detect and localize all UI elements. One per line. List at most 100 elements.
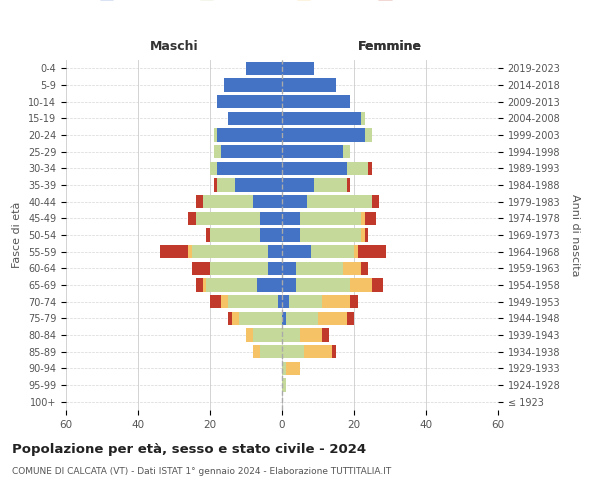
Bar — [289, 295, 322, 308]
Bar — [278, 295, 282, 308]
Bar — [300, 212, 361, 225]
Bar — [368, 162, 372, 175]
Bar — [228, 112, 282, 125]
Bar — [217, 162, 282, 175]
Bar — [282, 112, 361, 125]
Text: COMUNE DI CALCATA (VT) - Dati ISTAT 1° gennaio 2024 - Elaborazione TUTTITALIA.IT: COMUNE DI CALCATA (VT) - Dati ISTAT 1° g… — [12, 468, 391, 476]
Text: Popolazione per età, sesso e stato civile - 2024: Popolazione per età, sesso e stato civil… — [12, 442, 366, 456]
Bar — [282, 262, 296, 275]
Bar — [322, 328, 329, 342]
Bar — [282, 95, 350, 108]
Bar — [210, 162, 217, 175]
Bar — [217, 95, 282, 108]
Bar — [253, 195, 282, 208]
Bar — [217, 178, 235, 192]
Bar — [361, 212, 365, 225]
Bar — [188, 212, 196, 225]
Bar — [224, 78, 282, 92]
Bar — [260, 345, 282, 358]
Bar — [296, 278, 350, 291]
Bar — [372, 278, 383, 291]
Bar — [350, 295, 358, 308]
Bar — [196, 195, 203, 208]
Bar — [282, 378, 286, 392]
Text: Femmine: Femmine — [358, 40, 422, 52]
Bar — [196, 212, 260, 225]
Bar — [246, 62, 282, 75]
Bar — [221, 145, 282, 158]
Bar — [286, 312, 318, 325]
Bar — [354, 245, 358, 258]
Bar — [228, 295, 278, 308]
Bar — [282, 362, 286, 375]
Bar — [282, 178, 314, 192]
Bar — [214, 128, 217, 141]
Bar — [282, 228, 300, 241]
Bar — [361, 112, 365, 125]
Bar — [246, 328, 253, 342]
Bar — [282, 278, 296, 291]
Bar — [221, 295, 228, 308]
Bar — [307, 195, 372, 208]
Bar — [332, 345, 336, 358]
Bar — [196, 278, 203, 291]
Bar — [268, 262, 282, 275]
Bar — [282, 295, 289, 308]
Bar — [214, 178, 217, 192]
Text: Maschi: Maschi — [149, 40, 199, 52]
Bar — [260, 228, 282, 241]
Bar — [286, 362, 300, 375]
Bar — [253, 328, 282, 342]
Bar — [282, 245, 311, 258]
Bar — [282, 328, 300, 342]
Bar — [232, 312, 239, 325]
Bar — [282, 62, 314, 75]
Bar — [203, 195, 253, 208]
Bar — [210, 295, 221, 308]
Bar — [300, 228, 361, 241]
Bar — [347, 312, 354, 325]
Bar — [282, 312, 286, 325]
Bar — [188, 245, 192, 258]
Bar — [192, 262, 210, 275]
Bar — [206, 228, 210, 241]
Bar — [347, 178, 350, 192]
Bar — [322, 295, 350, 308]
Bar — [358, 245, 386, 258]
Bar — [239, 312, 282, 325]
Y-axis label: Fasce di età: Fasce di età — [13, 202, 22, 268]
Bar — [365, 228, 368, 241]
Bar — [365, 128, 372, 141]
Bar — [214, 145, 221, 158]
Bar — [343, 262, 361, 275]
Bar — [296, 262, 343, 275]
Bar — [282, 195, 307, 208]
Bar — [253, 345, 260, 358]
Bar — [282, 212, 300, 225]
Bar — [314, 178, 347, 192]
Bar — [350, 278, 372, 291]
Bar — [347, 162, 368, 175]
Bar — [260, 212, 282, 225]
Bar — [210, 228, 260, 241]
Bar — [343, 145, 350, 158]
Bar — [282, 128, 365, 141]
Text: Femmine: Femmine — [358, 40, 422, 53]
Bar — [160, 245, 188, 258]
Bar — [282, 145, 343, 158]
Bar — [206, 278, 257, 291]
Bar — [282, 162, 347, 175]
Bar — [372, 195, 379, 208]
Bar — [268, 245, 282, 258]
Bar — [365, 212, 376, 225]
Bar — [361, 262, 368, 275]
Bar — [210, 262, 268, 275]
Bar — [282, 78, 336, 92]
Bar — [282, 345, 304, 358]
Bar — [235, 178, 282, 192]
Bar — [203, 278, 206, 291]
Bar — [217, 128, 282, 141]
Bar — [361, 228, 365, 241]
Bar — [228, 312, 232, 325]
Bar — [311, 245, 354, 258]
